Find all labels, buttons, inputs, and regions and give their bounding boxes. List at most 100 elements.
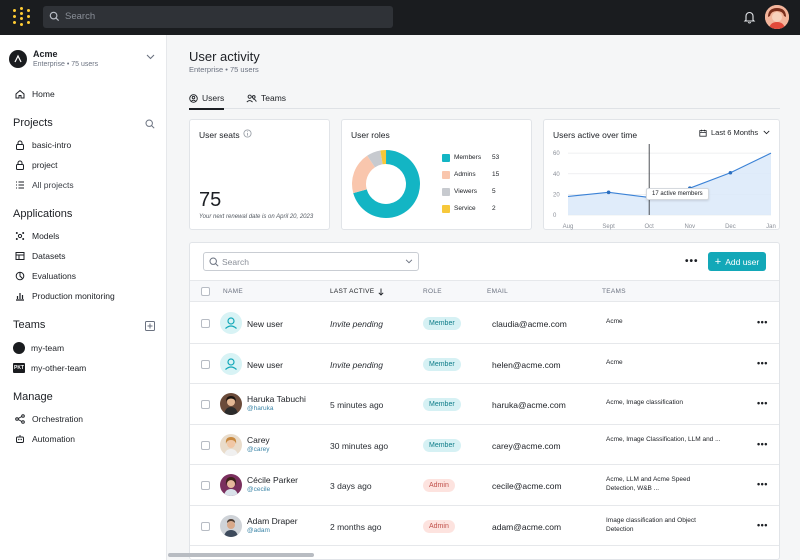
- card-title: User roles: [351, 130, 390, 140]
- add-user-button[interactable]: + Add user: [708, 252, 766, 271]
- info-icon[interactable]: [243, 129, 252, 138]
- row-more-button[interactable]: •••: [757, 357, 768, 368]
- row-checkbox[interactable]: [201, 359, 210, 369]
- org-switcher[interactable]: Acme Enterprise • 75 users: [9, 48, 159, 72]
- sidebar-item-datasets[interactable]: Datasets: [15, 249, 66, 263]
- global-search-input[interactable]: Search: [43, 6, 393, 28]
- user-name[interactable]: New user: [247, 359, 283, 370]
- tab-users[interactable]: Users: [189, 93, 225, 110]
- legend-swatch: [442, 205, 450, 213]
- user-name[interactable]: Cécile Parker: [247, 475, 299, 485]
- column-header-teams[interactable]: TEAMS: [602, 288, 626, 295]
- column-header-last-active[interactable]: LAST ACTIVE: [330, 288, 375, 295]
- user-name[interactable]: New user: [247, 319, 283, 329]
- table-row[interactable]: Haruka Tabuchi @haruka 5 minutes ago Member…: [190, 384, 779, 425]
- row-more-button[interactable]: •••: [757, 398, 768, 408]
- user-avatar[interactable]: [765, 5, 789, 29]
- sidebar-item-production-monitoring[interactable]: Production monitoring: [15, 289, 115, 303]
- user-roles-card: User roles Members 53 Admins 15 Viewers 5 Serv…: [341, 119, 532, 230]
- row-checkbox[interactable]: [201, 481, 210, 490]
- users-search-input[interactable]: Search: [203, 252, 419, 271]
- sidebar: Acme Enterprise • 75 users Home Projects…: [0, 35, 167, 560]
- data-point[interactable]: [728, 170, 733, 175]
- row-checkbox[interactable]: [201, 440, 210, 450]
- search-icon[interactable]: [145, 119, 155, 129]
- lock-icon: [16, 160, 24, 170]
- row-checkbox[interactable]: [201, 319, 210, 328]
- row-checkbox[interactable]: [201, 400, 210, 409]
- users-icon: [246, 94, 257, 102]
- role-badge[interactable]: Member: [423, 357, 461, 371]
- data-point[interactable]: [606, 190, 611, 195]
- search-placeholder: Search: [65, 11, 96, 22]
- role-badge[interactable]: Admin: [423, 519, 455, 533]
- legend-swatch: [442, 188, 450, 196]
- user-handle: @adam: [247, 526, 270, 534]
- role-badge[interactable]: Member: [423, 317, 461, 330]
- legend-label: Viewers: [454, 188, 478, 195]
- bell-icon[interactable]: [743, 10, 756, 24]
- user-teams: Acme, Image Classification, LLM and ...: [606, 435, 721, 443]
- renewal-note: Your next renewal date is on April 20, 2…: [199, 214, 314, 220]
- column-header-role[interactable]: ROLE: [423, 288, 442, 295]
- row-more-button[interactable]: •••: [757, 438, 768, 449]
- app-logo[interactable]: [13, 7, 31, 26]
- sidebar-item-my-team[interactable]: my-team: [13, 341, 64, 355]
- role-badge[interactable]: Member: [423, 438, 461, 452]
- user-email: carey@acme.com: [492, 440, 561, 451]
- row-checkbox[interactable]: [201, 521, 210, 531]
- table-more-button[interactable]: •••: [685, 256, 699, 267]
- donut-slice-viewers[interactable]: [367, 150, 383, 168]
- select-all-checkbox[interactable]: [201, 287, 210, 296]
- sidebar-item-models[interactable]: Models: [15, 229, 59, 243]
- sidebar-item-project[interactable]: project: [15, 158, 58, 172]
- tab-teams[interactable]: Teams: [246, 93, 286, 103]
- table-row[interactable]: Adam Draper @adam 2 months ago Admin adam@ac…: [190, 506, 779, 546]
- avatar: [220, 433, 242, 456]
- user-name[interactable]: Haruka Tabuchi: [247, 394, 306, 404]
- activity-area-chart: 0 20 40 60 Aug Sept Oct Nov Dec Jan: [553, 144, 776, 230]
- seat-count: 75: [199, 189, 222, 211]
- table-row[interactable]: New user Invite pending Member claudia@acme…: [190, 303, 779, 344]
- role-badge[interactable]: Member: [423, 398, 461, 411]
- column-header-name[interactable]: NAME: [223, 288, 243, 295]
- chevron-down-icon: [405, 259, 413, 264]
- table-row[interactable]: New user Invite pending Member helen@acme.c…: [190, 344, 779, 384]
- orchestration-icon: [15, 414, 25, 424]
- row-more-button[interactable]: •••: [757, 519, 768, 530]
- table-row[interactable]: Cécile Parker @cecile 3 days ago Admin cecil…: [190, 465, 779, 506]
- robot-icon: [16, 435, 24, 443]
- donut-slice-members[interactable]: [353, 150, 420, 218]
- sidebar-item-home[interactable]: Home: [15, 87, 55, 101]
- sidebar-item-automation[interactable]: Automation: [15, 432, 75, 446]
- search-icon: [209, 257, 219, 267]
- chart-tooltip: 17 active members: [646, 188, 709, 200]
- role-badge[interactable]: Admin: [423, 479, 455, 492]
- x-tick-label: Jan: [766, 224, 776, 230]
- sort-arrow-down-icon[interactable]: [378, 288, 384, 296]
- sidebar-item-label: basic-intro: [32, 140, 72, 150]
- user-teams: Acme: [606, 358, 623, 366]
- column-header-email[interactable]: EMAIL: [487, 288, 509, 295]
- row-more-button[interactable]: •••: [757, 317, 768, 327]
- sidebar-item-label: my-team: [31, 343, 65, 353]
- user-handle: @haruka: [247, 405, 274, 412]
- user-name[interactable]: Adam Draper: [247, 515, 298, 526]
- projects-heading: Projects: [13, 117, 53, 129]
- calendar-icon: [699, 129, 707, 137]
- donut-slice-admins[interactable]: [352, 155, 375, 194]
- sidebar-item-basic-intro[interactable]: basic-intro: [15, 138, 71, 152]
- sidebar-item-all-projects[interactable]: All projects: [15, 178, 74, 192]
- range-select[interactable]: Last 6 Months: [699, 128, 770, 137]
- sidebar-item-orchestration[interactable]: Orchestration: [15, 412, 83, 426]
- table-row[interactable]: Carey @carey 30 minutes ago Member carey@acm…: [190, 425, 779, 465]
- donut-slice-service[interactable]: [380, 150, 387, 165]
- user-name[interactable]: Carey: [247, 434, 270, 445]
- legend-swatch: [442, 171, 450, 179]
- add-team-icon[interactable]: [145, 321, 155, 331]
- row-more-button[interactable]: •••: [757, 479, 768, 489]
- sidebar-item-evaluations[interactable]: Evaluations: [15, 269, 76, 283]
- sidebar-item-label: Automation: [32, 434, 75, 444]
- horizontal-scrollbar[interactable]: [168, 553, 314, 557]
- sidebar-item-my-other-team[interactable]: PKT my-other-team: [13, 361, 86, 375]
